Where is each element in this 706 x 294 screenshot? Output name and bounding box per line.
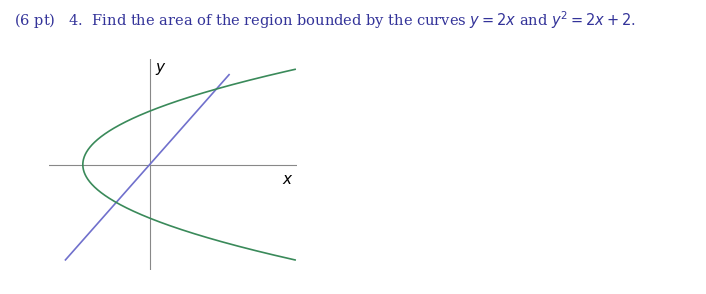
Text: $y$: $y$ xyxy=(155,61,167,77)
Text: $x$: $x$ xyxy=(282,173,293,187)
Text: (6 pt)   4.  Find the area of the region bounded by the curves $y = 2x$ and $y^2: (6 pt) 4. Find the area of the region bo… xyxy=(14,9,636,31)
